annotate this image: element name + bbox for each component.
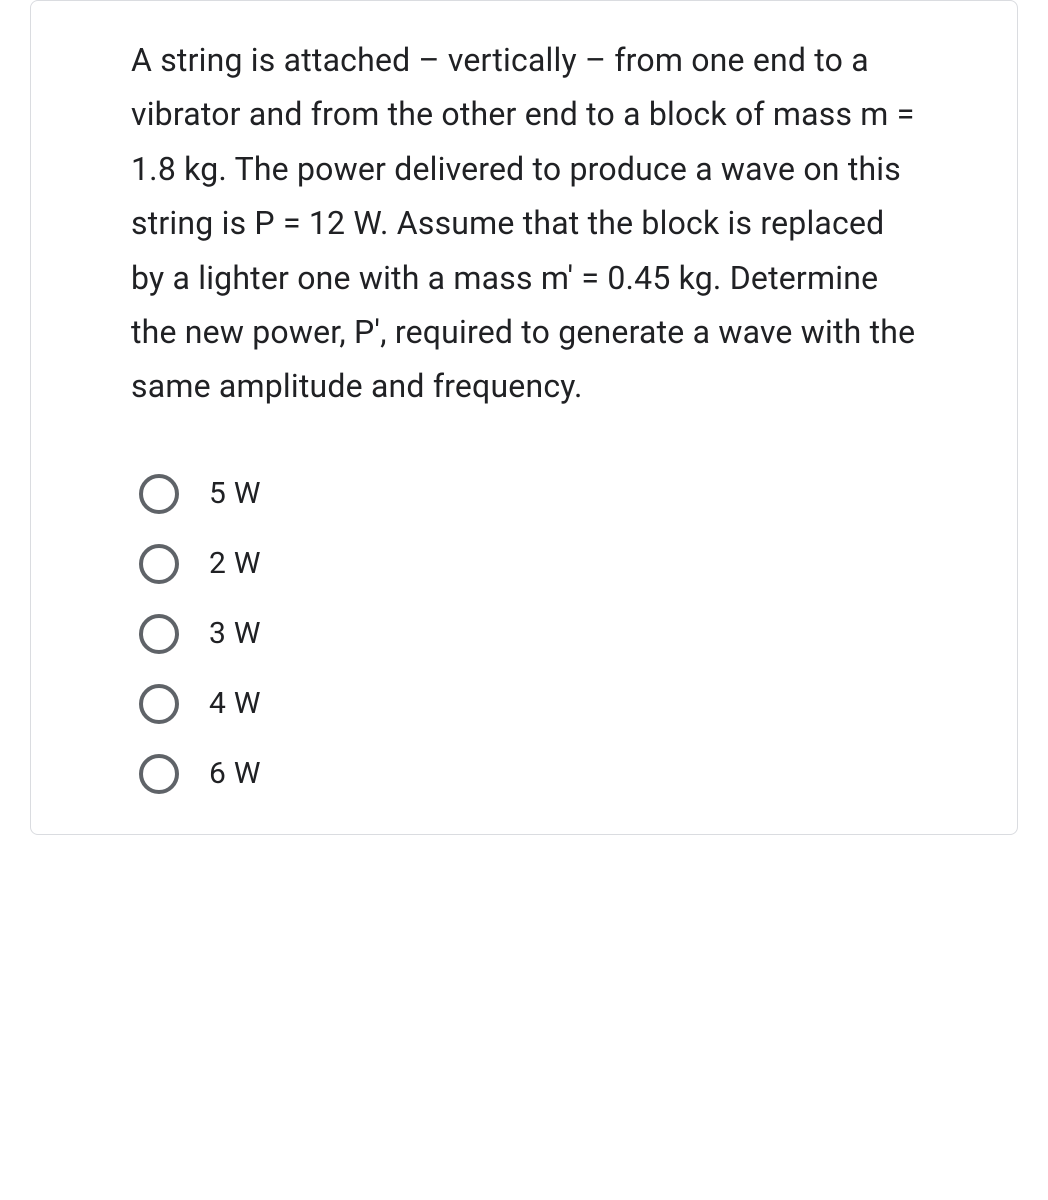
radio-icon[interactable]	[139, 684, 179, 724]
option-row[interactable]: 6 W	[139, 754, 917, 794]
radio-icon[interactable]	[139, 614, 179, 654]
radio-icon[interactable]	[139, 544, 179, 584]
question-card: A string is attached – vertically – from…	[30, 0, 1018, 835]
question-text: A string is attached – vertically – from…	[131, 33, 917, 414]
option-row[interactable]: 4 W	[139, 684, 917, 724]
option-row[interactable]: 3 W	[139, 614, 917, 654]
option-row[interactable]: 5 W	[139, 474, 917, 514]
radio-icon[interactable]	[139, 474, 179, 514]
option-label: 3 W	[209, 616, 261, 651]
radio-icon[interactable]	[139, 754, 179, 794]
option-row[interactable]: 2 W	[139, 544, 917, 584]
options-container: 5 W 2 W 3 W 4 W 6 W	[131, 474, 917, 794]
option-label: 2 W	[209, 546, 261, 581]
option-label: 5 W	[209, 476, 261, 511]
option-label: 6 W	[209, 756, 261, 791]
option-label: 4 W	[209, 686, 261, 721]
